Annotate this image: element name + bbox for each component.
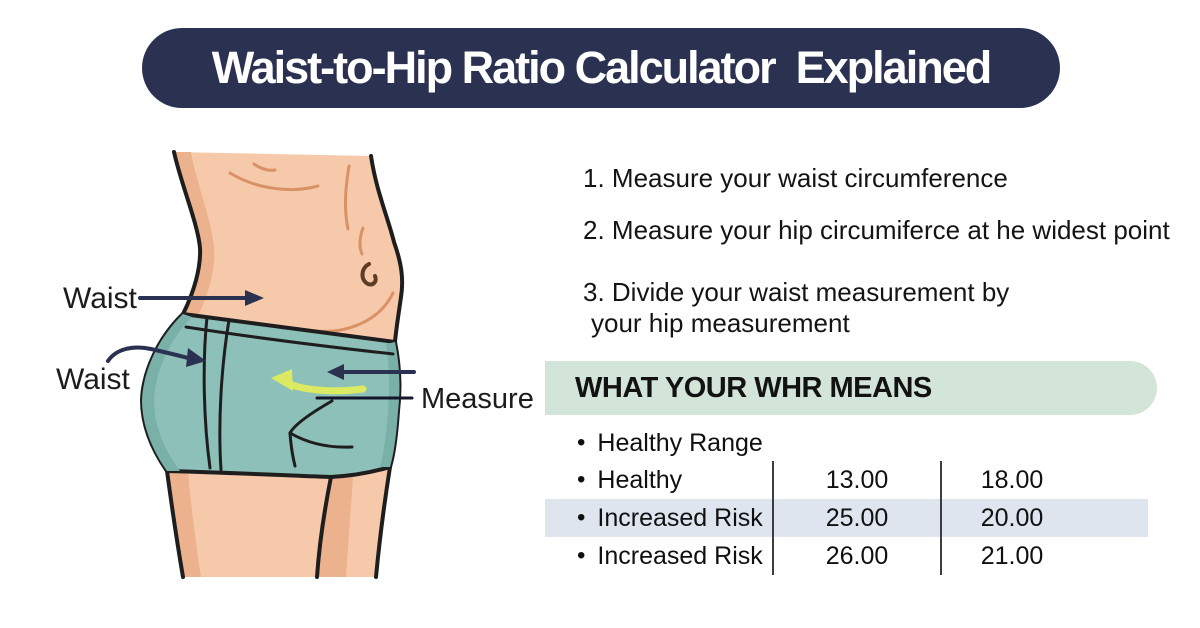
- instruction-step-3-line2: your hip measurement: [591, 308, 850, 338]
- chest-contour-line: [228, 171, 320, 191]
- bullet-icon: •: [577, 504, 586, 531]
- row-value-1: 13.00: [772, 461, 940, 499]
- back-leg-outline: [165, 469, 185, 579]
- bullet-icon: •: [577, 542, 586, 569]
- table-row: • Healthy Range: [545, 425, 1148, 461]
- table-row: • Healthy 13.00 18.00: [545, 461, 1148, 499]
- navel: [360, 262, 378, 287]
- row-label-cell: • Healthy Range: [545, 429, 772, 458]
- row-label-cell: • Increased Risk: [545, 542, 772, 571]
- tape-arrowhead-icon: [271, 369, 293, 391]
- seam-line-2: [218, 318, 231, 472]
- back-shadow: [174, 152, 215, 316]
- title-banner: Waist-to-Hip Ratio Calculator Explained: [142, 28, 1060, 108]
- table-row-highlighted: • Increased Risk 25.00 20.00: [545, 499, 1148, 537]
- waist-bottom-arrow-curve: [106, 345, 190, 363]
- row-label-cell: • Increased Risk: [545, 504, 772, 533]
- row-label: Healthy: [597, 465, 683, 494]
- leg-separation-line: [315, 475, 333, 579]
- row-label: Increased Risk: [597, 503, 763, 532]
- shorts-left-shadow: [142, 314, 192, 471]
- instruction-step-3-line1: 3. Divide your waist measurement by: [583, 277, 1010, 307]
- front-leg-outline: [374, 465, 392, 579]
- whr-section-banner: WHAT YOUR WHR MEANS: [545, 361, 1157, 415]
- row-value-2: 21.00: [940, 537, 1148, 575]
- bullet-icon: •: [577, 466, 586, 493]
- table-row: • Increased Risk 26.00 21.00: [545, 537, 1148, 575]
- measure-arrowhead-icon: [327, 364, 344, 380]
- torso-front-outline: [369, 154, 405, 344]
- waist-top-arrowhead-icon: [245, 290, 264, 306]
- waist-bottom-arrowhead-icon: [186, 348, 206, 367]
- instruction-step-3: 3. Divide your waist measurement by your…: [583, 277, 1009, 339]
- legs-shape: [167, 467, 390, 577]
- whr-section-heading: WHAT YOUR WHR MEANS: [575, 371, 932, 404]
- hip-crease-line-1: [288, 399, 334, 435]
- measure-label: Measure: [421, 383, 534, 415]
- row-value-1: 25.00: [772, 499, 940, 537]
- row-value-1: [772, 425, 940, 461]
- front-leg-shadow: [317, 477, 353, 577]
- row-value-2: [940, 425, 1148, 461]
- whr-table: • Healthy Range • Healthy 13.00 18.00 • …: [545, 425, 1148, 575]
- page-title: Waist-to-Hip Ratio Calculator Explained: [211, 42, 992, 93]
- row-label-cell: • Healthy: [545, 466, 772, 495]
- row-label: Healthy Range: [597, 428, 763, 457]
- chest-small-line: [252, 162, 277, 172]
- hip-crease-line-3: [288, 431, 354, 449]
- torso-back-outline: [172, 150, 203, 316]
- waist-label-top: Waist: [63, 282, 137, 315]
- instruction-step-2: 2. Measure your hip circumiferce at he w…: [583, 215, 1170, 245]
- above-navel-line: [358, 226, 365, 256]
- side-contour-line: [344, 164, 351, 231]
- hip-crease-line-2: [288, 431, 297, 468]
- waistband-inner-line: [184, 325, 395, 356]
- row-value-1: 26.00: [772, 537, 940, 575]
- waist-label-bottom: Waist: [56, 363, 130, 396]
- instruction-step-1: 1. Measure your waist circumference: [583, 163, 1008, 193]
- back-leg-shadow: [167, 471, 201, 577]
- hip-illustration: [106, 150, 416, 579]
- row-value-2: 18.00: [940, 461, 1148, 499]
- row-label: Increased Risk: [597, 541, 763, 570]
- bullet-icon: •: [577, 429, 586, 456]
- row-value-2: 20.00: [940, 499, 1148, 537]
- seam-line-1: [202, 315, 212, 470]
